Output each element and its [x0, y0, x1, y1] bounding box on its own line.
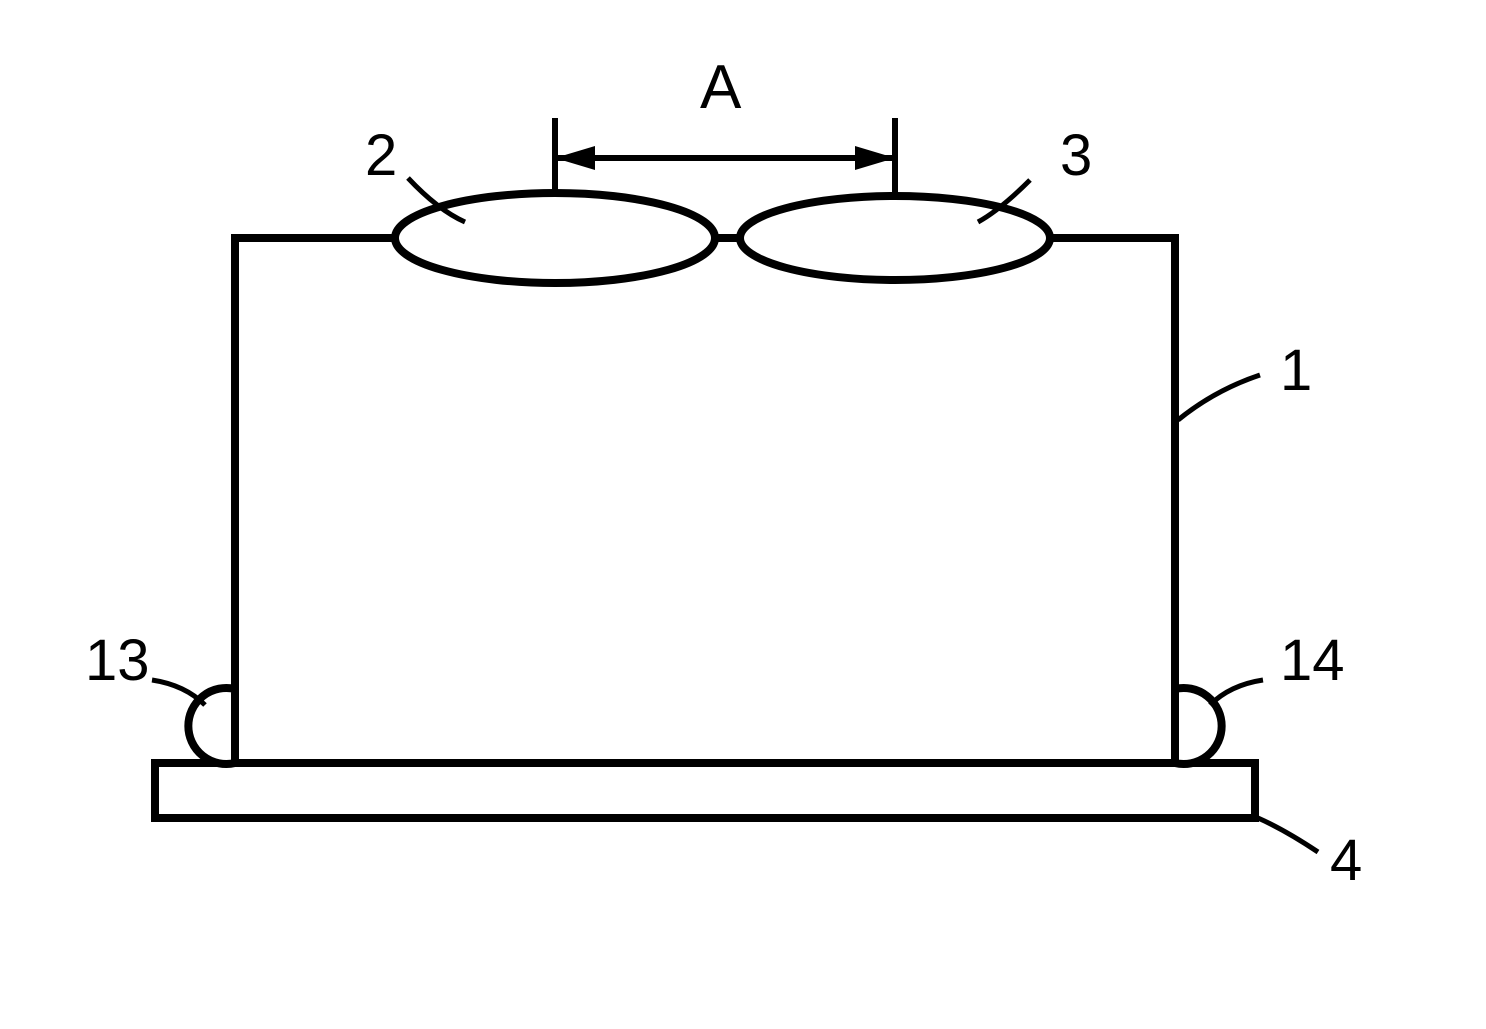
label-4: 4	[1330, 828, 1362, 893]
main-block	[235, 238, 1175, 763]
leader-4	[1258, 818, 1318, 852]
base-plate	[155, 763, 1255, 818]
leader-1	[1178, 375, 1260, 420]
label-1: 1	[1280, 338, 1312, 403]
label-14: 14	[1280, 628, 1345, 693]
label-3: 3	[1060, 123, 1092, 188]
label-A: A	[700, 53, 742, 122]
label-2: 2	[365, 123, 397, 188]
top-ellipse-right	[740, 196, 1050, 280]
dimension-arrow-right	[855, 146, 895, 170]
leader-14	[1210, 680, 1263, 705]
dimension-arrow-left	[555, 146, 595, 170]
label-13: 13	[85, 628, 150, 693]
